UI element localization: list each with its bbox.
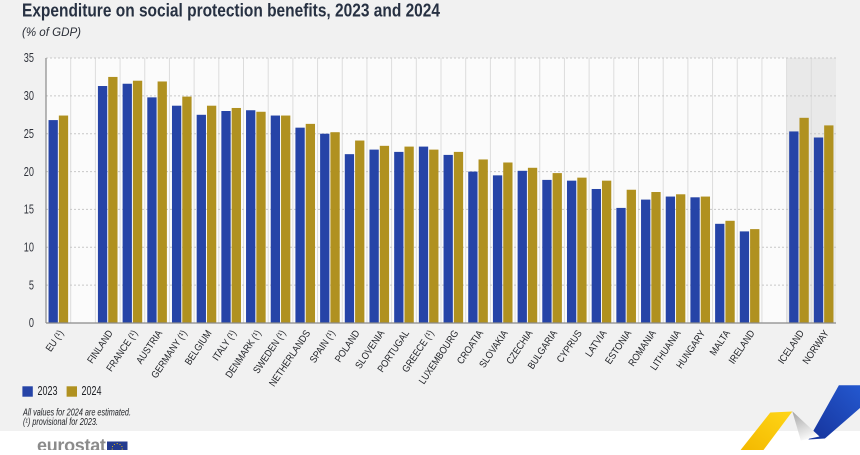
svg-text:2023: 2023 xyxy=(38,384,58,398)
svg-text:5: 5 xyxy=(29,277,34,292)
svg-text:30: 30 xyxy=(24,88,34,103)
svg-text:(¹) provisional for 2023.: (¹) provisional for 2023. xyxy=(23,417,98,428)
svg-text:20: 20 xyxy=(24,164,34,179)
svg-text:eurostat: eurostat xyxy=(37,436,106,451)
svg-text:10: 10 xyxy=(24,239,34,254)
svg-text:25: 25 xyxy=(24,126,34,141)
svg-text:(% of GDP): (% of GDP) xyxy=(22,25,81,39)
svg-text:35: 35 xyxy=(24,50,34,65)
svg-text:Expenditure on social protecti: Expenditure on social protection benefit… xyxy=(22,1,440,21)
svg-text:2024: 2024 xyxy=(82,384,102,398)
svg-text:15: 15 xyxy=(24,202,34,217)
svg-text:0: 0 xyxy=(29,315,34,330)
